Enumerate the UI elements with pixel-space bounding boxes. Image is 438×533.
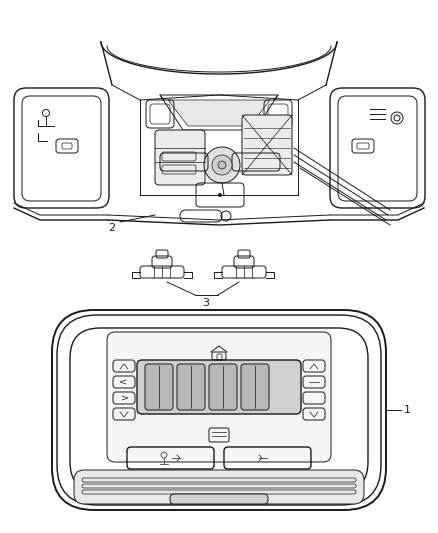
FancyBboxPatch shape	[155, 130, 205, 185]
FancyBboxPatch shape	[74, 470, 364, 504]
Polygon shape	[168, 100, 270, 126]
Circle shape	[218, 193, 222, 197]
FancyBboxPatch shape	[177, 364, 205, 410]
FancyBboxPatch shape	[107, 332, 331, 462]
FancyBboxPatch shape	[170, 494, 268, 504]
Circle shape	[218, 161, 226, 169]
Text: 2: 2	[109, 223, 116, 233]
Text: 1: 1	[403, 405, 410, 415]
Text: 3: 3	[202, 298, 209, 308]
FancyBboxPatch shape	[242, 115, 292, 175]
FancyBboxPatch shape	[137, 360, 301, 414]
FancyBboxPatch shape	[209, 364, 237, 410]
FancyBboxPatch shape	[241, 364, 269, 410]
FancyBboxPatch shape	[145, 364, 173, 410]
Circle shape	[212, 155, 232, 175]
Circle shape	[204, 147, 240, 183]
